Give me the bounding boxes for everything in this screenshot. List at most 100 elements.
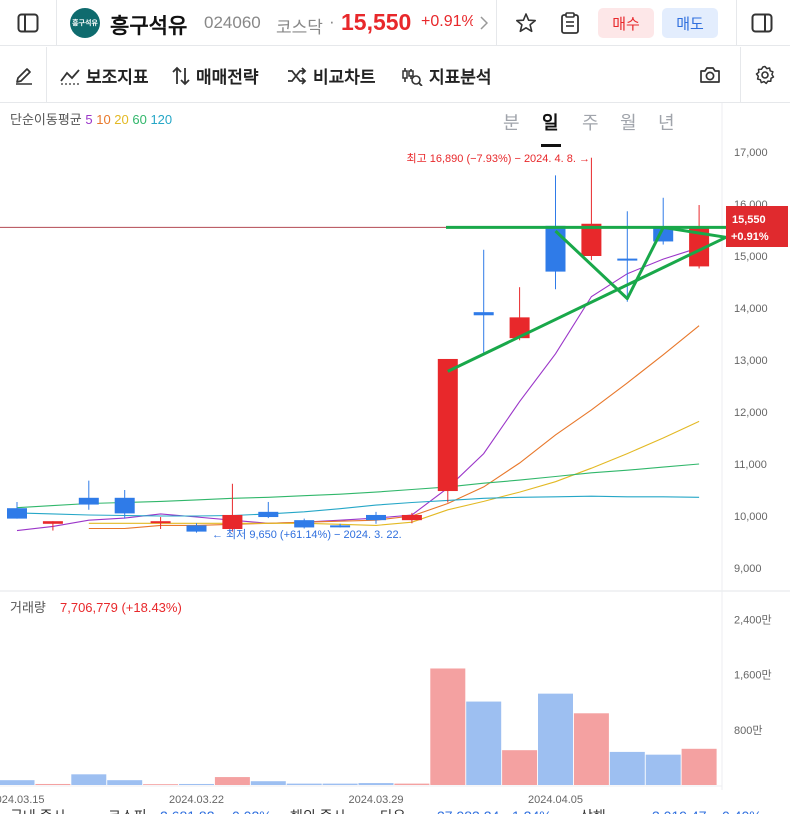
chart-area[interactable]: 단순이동평균 5 10 20 60 120 17,000 16,000 15,000… bbox=[0, 103, 790, 819]
ma-legend-item: 120 bbox=[150, 112, 172, 127]
analysis-icon bbox=[402, 67, 423, 86]
candle-body bbox=[42, 521, 63, 524]
camera-icon[interactable] bbox=[696, 63, 724, 87]
volume-tick-label: 800만 bbox=[734, 724, 762, 737]
buy-button[interactable]: 매수 bbox=[598, 8, 654, 38]
ma-line-20 bbox=[88, 420, 700, 526]
volume-bar bbox=[107, 780, 143, 785]
trend-line-icon bbox=[60, 68, 80, 85]
period-year[interactable]: 년 bbox=[658, 113, 675, 133]
period-month[interactable]: 월 bbox=[620, 113, 637, 133]
toolbar-divider bbox=[740, 47, 741, 102]
volume-bar bbox=[214, 777, 250, 785]
candle-body bbox=[222, 514, 243, 529]
candle-body bbox=[617, 258, 638, 261]
candle-body bbox=[114, 497, 135, 514]
clipboard-icon[interactable] bbox=[556, 10, 584, 36]
stock-header: 흥구석유 흥구석유 024060 코스닥 · 15,550 +0.91% 매수 … bbox=[0, 0, 790, 46]
toolbar-divider bbox=[46, 47, 47, 102]
candle-body bbox=[330, 525, 351, 528]
volume-bar bbox=[609, 751, 645, 785]
chart-grid bbox=[0, 103, 790, 790]
current-price-badge bbox=[726, 206, 788, 247]
volume-bar bbox=[538, 693, 573, 785]
ma-line-5 bbox=[16, 247, 700, 532]
candle-body bbox=[689, 227, 710, 267]
panel-toggle-icon[interactable] bbox=[748, 10, 776, 36]
x-tick-label: 2024.03.22 bbox=[169, 794, 224, 806]
period-day[interactable]: 일 bbox=[542, 113, 559, 133]
footer-ticker-item: 상해 bbox=[580, 808, 606, 814]
chart-labels: 단순이동평균 5 10 20 60 120 17,00016,00015,000… bbox=[0, 112, 788, 819]
footer-ticker-item: 0.40% bbox=[722, 808, 762, 814]
candle-body bbox=[150, 521, 171, 524]
y-tick-label: 13,000 bbox=[734, 355, 768, 367]
volume-bar bbox=[0, 780, 35, 785]
candle-body bbox=[78, 497, 99, 505]
sell-button[interactable]: 매도 bbox=[662, 8, 718, 38]
ma-legend-item: 5 bbox=[85, 112, 96, 127]
header-divider bbox=[56, 0, 57, 46]
indicator-analysis-button[interactable]: 지표분석 bbox=[401, 63, 492, 88]
volume-bar bbox=[35, 783, 71, 785]
volume-bar bbox=[645, 754, 681, 785]
period-week[interactable]: 주 bbox=[582, 113, 599, 133]
price-change: +0.91% bbox=[421, 13, 473, 30]
current-price-badge-value: 15,550 bbox=[732, 214, 766, 226]
footer-ticker-item: 37,983.24 bbox=[437, 808, 499, 814]
compare-chart-button[interactable]: 비교차트 bbox=[287, 63, 376, 88]
volume-tick-label: 1,600만 bbox=[734, 669, 772, 682]
y-tick-label: 14,000 bbox=[734, 303, 768, 315]
footer-ticker-item: 2,681.82 bbox=[160, 808, 215, 814]
shuffle-icon bbox=[288, 66, 307, 85]
volume-title: 거래량 bbox=[10, 600, 46, 615]
low-annotation: ← 최저 9,650 (+61.14%) − 2024. 3. 22. bbox=[212, 528, 402, 541]
trade-strategy-label: 매매전략 bbox=[196, 68, 259, 87]
candle-body bbox=[294, 520, 315, 528]
sort-arrows-icon bbox=[172, 66, 190, 85]
trade-strategy-button[interactable]: 매매전략 bbox=[172, 63, 259, 88]
volume-bar bbox=[394, 783, 430, 785]
volume-bar bbox=[502, 750, 538, 785]
candle-body bbox=[186, 525, 207, 532]
period-minute[interactable]: 분 bbox=[503, 113, 520, 133]
ma-legend: 단순이동평균 5 10 20 60 120 bbox=[10, 112, 172, 127]
header-divider bbox=[496, 0, 497, 46]
aux-indicator-button[interactable]: 보조지표 bbox=[60, 63, 149, 88]
x-tick-label: 2024.03.29 bbox=[348, 794, 403, 806]
ma-line-120 bbox=[16, 495, 700, 517]
y-tick-label: 11,000 bbox=[734, 459, 767, 471]
candle-body bbox=[7, 508, 27, 519]
trendlines bbox=[446, 225, 727, 373]
candle-body bbox=[401, 514, 422, 521]
active-period-indicator bbox=[541, 144, 561, 147]
sidebar-toggle-icon[interactable] bbox=[14, 10, 42, 36]
pencil-icon[interactable] bbox=[12, 63, 36, 87]
y-tick-label: 9,000 bbox=[734, 563, 762, 575]
current-price: 15,550 bbox=[341, 9, 412, 35]
star-icon[interactable] bbox=[512, 10, 540, 36]
volume-bar bbox=[466, 701, 502, 785]
gear-icon[interactable] bbox=[752, 63, 778, 87]
volume-bar bbox=[322, 783, 358, 785]
high-annotation: 최고 16,890 (−7.93%) − 2024. 4. 8. → bbox=[406, 152, 590, 165]
y-tick-label: 15,000 bbox=[734, 251, 768, 263]
candle-body bbox=[473, 312, 494, 316]
volume-bars bbox=[0, 668, 717, 785]
volume-bar bbox=[250, 781, 286, 785]
stock-name[interactable]: 흥구석유 bbox=[110, 15, 188, 38]
footer-ticker-item: 0.02% bbox=[232, 808, 272, 814]
compare-chart-label: 비교차트 bbox=[313, 68, 376, 87]
candle-body bbox=[258, 511, 279, 518]
aux-indicator-label: 보조지표 bbox=[86, 68, 149, 87]
moving-average-lines bbox=[16, 247, 700, 532]
candle-body bbox=[437, 358, 458, 492]
ma-legend-item: 20 bbox=[114, 112, 132, 127]
footer-ticker-item: 코스피 bbox=[108, 808, 147, 814]
x-tick-label: 2024.04.05 bbox=[528, 794, 583, 806]
chevron-right-icon[interactable] bbox=[476, 12, 492, 34]
stock-chart[interactable]: 단순이동평균 5 10 20 60 120 17,00016,00015,000… bbox=[0, 103, 790, 819]
volume-tick-label: 2,400만 bbox=[734, 614, 772, 627]
volume-bar bbox=[71, 774, 107, 785]
y-tick-label: 17,000 bbox=[734, 147, 768, 159]
